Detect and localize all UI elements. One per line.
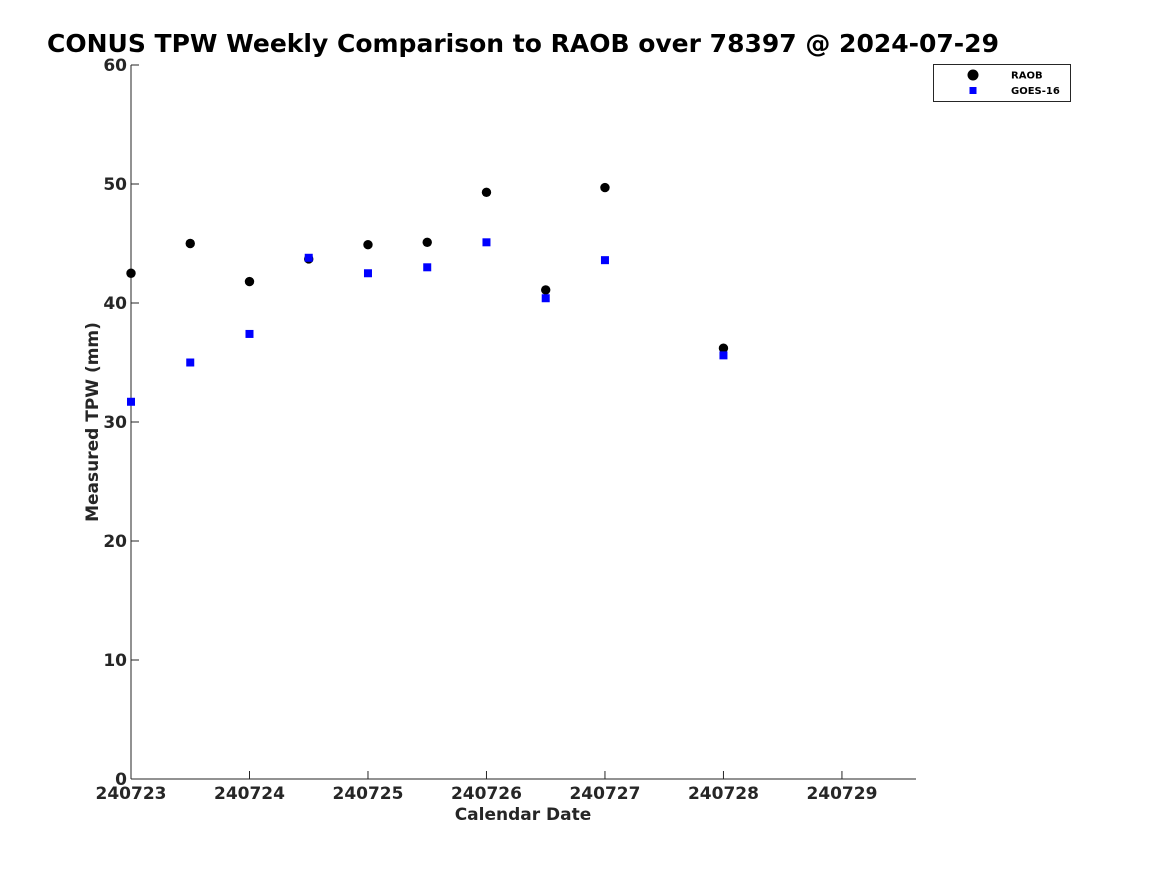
y-tick-label: 20	[103, 532, 127, 552]
goes-16-point	[245, 329, 254, 338]
raob-point	[541, 285, 551, 295]
x-tick-label: 240726	[451, 784, 522, 804]
goes-16-point	[363, 269, 372, 278]
x-tick-label: 240723	[96, 784, 167, 804]
goes-16-point	[304, 253, 313, 262]
goes-16-point	[541, 294, 550, 303]
y-tick-label: 0	[115, 770, 127, 790]
goes-16-point	[600, 256, 609, 265]
raob-point	[363, 239, 373, 250]
y-tick-label: 30	[103, 413, 127, 433]
legend-label: GOES-16	[1011, 86, 1060, 97]
x-axis-label: Calendar Date	[455, 805, 592, 825]
raob-point	[244, 276, 255, 287]
x-ticks: 240723 240724 240725 240726 240727 240728 2407…	[96, 771, 877, 804]
goes-16-point	[423, 263, 432, 272]
y-tick-label: 50	[103, 175, 127, 195]
goes-16-point	[186, 358, 195, 367]
raob-point	[126, 268, 136, 278]
y-ticks: 0 10 20 30 40 50 60	[103, 56, 139, 790]
goes-16-point	[127, 397, 135, 406]
x-tick-label: 240727	[569, 784, 640, 804]
raob-point	[481, 187, 492, 198]
raob-point	[718, 343, 729, 353]
legend-goes-16-marker	[969, 87, 977, 94]
y-tick-label: 60	[103, 56, 127, 76]
x-tick-label: 240729	[806, 784, 877, 804]
goes-16-point	[482, 238, 491, 247]
series-goes-16	[127, 238, 728, 406]
legend: RAOB GOES-16	[933, 64, 1071, 102]
y-axis-label: Measured TPW (mm)	[83, 322, 103, 522]
axes	[130, 65, 916, 780]
raob-point	[422, 237, 432, 248]
raob-point	[600, 182, 610, 193]
legend-raob-marker	[967, 69, 979, 81]
y-tick-label: 40	[103, 294, 127, 314]
goes-16-point	[719, 351, 728, 360]
x-tick-label: 240728	[688, 784, 759, 804]
data-points	[126, 182, 729, 406]
legend-box	[933, 64, 1071, 102]
x-tick-label: 240725	[332, 784, 403, 804]
chart-title: CONUS TPW Weekly Comparison to RAOB over…	[47, 29, 999, 58]
x-tick-label: 240724	[214, 784, 285, 804]
y-tick-label: 10	[103, 651, 127, 671]
raob-point	[185, 238, 195, 249]
legend-label: RAOB	[1011, 71, 1043, 82]
